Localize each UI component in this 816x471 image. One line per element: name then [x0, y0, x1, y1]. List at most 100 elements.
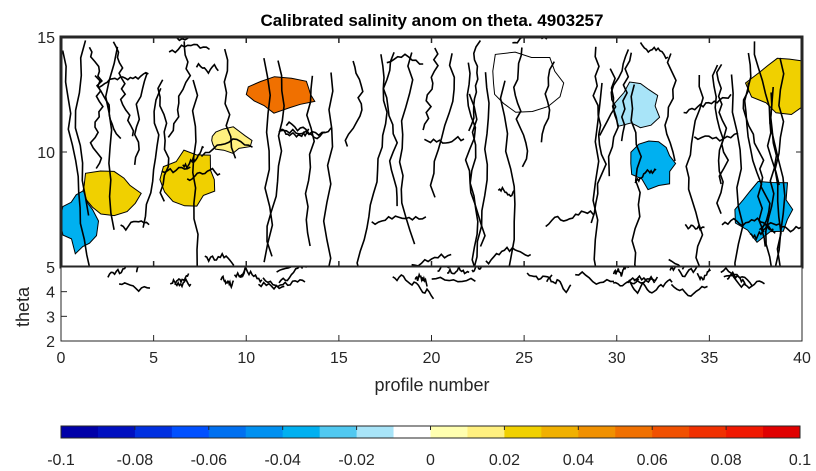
colorbar-tick-label: -0.02 — [338, 452, 375, 469]
contour-line — [262, 277, 306, 288]
y-tick-label: 3 — [46, 309, 55, 326]
contour-line — [590, 46, 607, 224]
colorbar-tick-label: -0.1 — [47, 452, 75, 469]
contour-line — [257, 281, 285, 291]
contour-line — [437, 267, 450, 273]
contour-line — [392, 274, 435, 300]
contour-line — [468, 40, 482, 132]
colorbar-swatch — [541, 426, 579, 438]
colorbar-swatch — [689, 426, 727, 438]
upper-y-ticks: 5 10 15 — [37, 30, 802, 277]
contour-line — [575, 270, 614, 286]
x-axis-label: profile number — [374, 375, 489, 395]
colorbar-swatch — [504, 426, 542, 438]
contour-line — [693, 132, 739, 142]
contour-line — [167, 41, 192, 138]
colorbar-tick-label: 0.06 — [637, 452, 668, 469]
colorbar: -0.1 -0.08 -0.06 -0.04 -0.02 0 0.02 0.04 0.06 0.0… — [47, 425, 811, 469]
contour-line — [142, 87, 162, 228]
colorbar-tick-label: 0.02 — [489, 452, 520, 469]
contour-line — [668, 258, 682, 267]
contour-line — [169, 273, 190, 285]
contour-line — [133, 73, 148, 165]
contour-line — [263, 57, 274, 263]
lower-plot-area — [61, 267, 802, 341]
x-tick-label: 30 — [608, 350, 626, 367]
contour-line — [98, 71, 149, 88]
contour-line — [276, 267, 293, 273]
x-tick-label: 40 — [793, 350, 811, 367]
x-tick-label: 20 — [423, 350, 441, 367]
anomaly-region — [245, 76, 316, 114]
contour-line — [753, 41, 780, 186]
x-tick-label: 5 — [149, 350, 158, 367]
contour-line — [398, 52, 416, 245]
contour-line — [174, 277, 192, 289]
colorbar-swatch — [578, 426, 616, 438]
contour-line — [468, 93, 479, 267]
contour-line — [669, 267, 677, 272]
colorbar-swatch — [61, 426, 99, 438]
contour-line — [607, 68, 619, 177]
contour-line — [204, 252, 235, 266]
contour-line — [266, 60, 285, 257]
y-axis-label: theta — [13, 286, 33, 327]
contour-line — [545, 210, 595, 228]
x-ticks: 0 5 10 15 20 25 30 35 40 — [57, 335, 811, 367]
contour-line — [104, 46, 119, 230]
contour-line — [499, 80, 516, 267]
contour-line — [634, 168, 657, 184]
colorbar-swatch — [763, 426, 801, 438]
colorbar-swatch — [134, 426, 173, 438]
contour-line — [182, 145, 205, 170]
contour-line — [464, 62, 486, 247]
contour-line — [118, 282, 151, 293]
anomaly-region — [159, 149, 216, 207]
contour-line — [220, 274, 235, 290]
lower-contour-lines — [107, 267, 765, 300]
contour-line — [422, 47, 439, 131]
colorbar-tick-label: 0.08 — [711, 452, 742, 469]
contour-line — [764, 92, 778, 267]
colorbar-swatch — [430, 426, 468, 438]
contour-line — [233, 267, 263, 284]
chart-title: Calibrated salinity anom on theta. 49032… — [261, 11, 604, 30]
contour-line — [382, 52, 399, 207]
colorbar-swatch — [467, 426, 505, 438]
contour-line — [120, 220, 150, 232]
contour-line — [200, 138, 253, 158]
contour-line — [238, 267, 247, 278]
contour-line — [431, 276, 476, 283]
contour-line — [626, 275, 656, 295]
y-tick-label: 4 — [46, 285, 55, 302]
contour-line — [683, 93, 732, 114]
y-tick-label: 15 — [37, 30, 55, 47]
contour-line — [88, 46, 122, 140]
contour-line — [161, 166, 191, 174]
contour-line — [191, 79, 199, 267]
contour-line — [620, 52, 633, 142]
contour-line — [61, 50, 91, 267]
contour-line — [112, 41, 135, 137]
contour-line — [630, 84, 643, 267]
upper-panel: 5 10 15 — [37, 30, 804, 277]
colorbar-swatch — [245, 426, 284, 438]
contour-line — [386, 53, 424, 65]
contour-line — [685, 74, 704, 267]
colorbar-swatch — [319, 426, 358, 438]
contour-line — [176, 37, 190, 42]
y-tick-label: 10 — [37, 145, 55, 162]
contour-line — [664, 53, 677, 162]
contour-line — [684, 223, 705, 232]
contour-line — [545, 276, 572, 294]
colorbar-tick-label: 0 — [426, 452, 435, 469]
colorbar-tick-label: -0.08 — [117, 452, 154, 469]
colorbar-swatch — [282, 426, 321, 438]
colorbar-swatch — [615, 426, 653, 438]
contour-line — [726, 270, 747, 286]
contour-line — [749, 223, 774, 242]
contour-line — [730, 74, 744, 267]
y-tick-label: 5 — [46, 260, 55, 277]
contour-line — [186, 167, 221, 182]
x-tick-label: 10 — [237, 350, 255, 367]
